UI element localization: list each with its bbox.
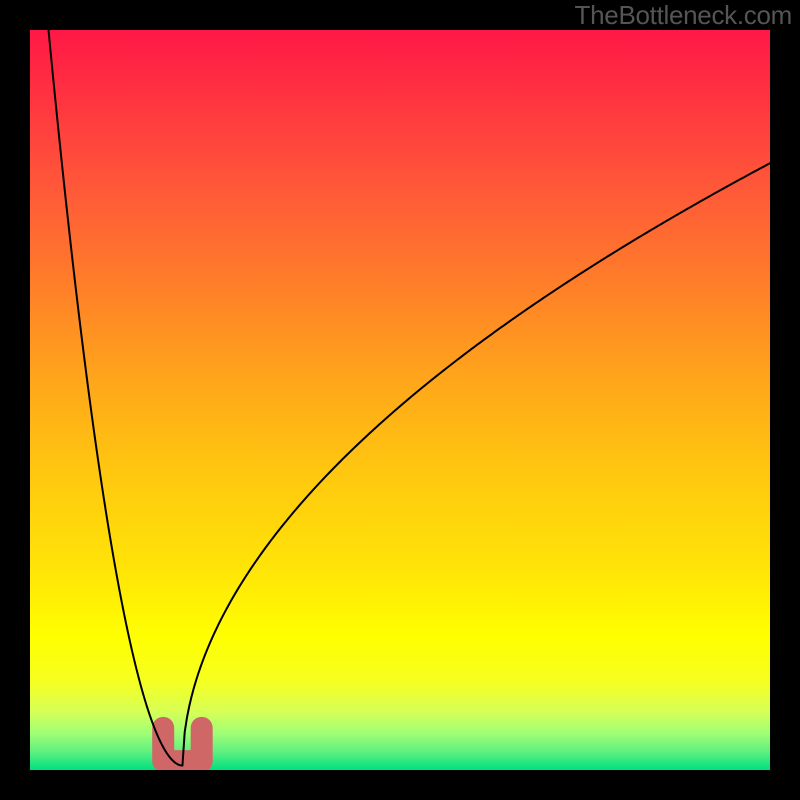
watermark-text: TheBottleneck.com <box>575 0 792 31</box>
bottleneck-chart-svg <box>30 30 770 770</box>
chart-frame: TheBottleneck.com <box>0 0 800 800</box>
gradient-background <box>30 30 770 770</box>
plot-area <box>30 30 770 770</box>
